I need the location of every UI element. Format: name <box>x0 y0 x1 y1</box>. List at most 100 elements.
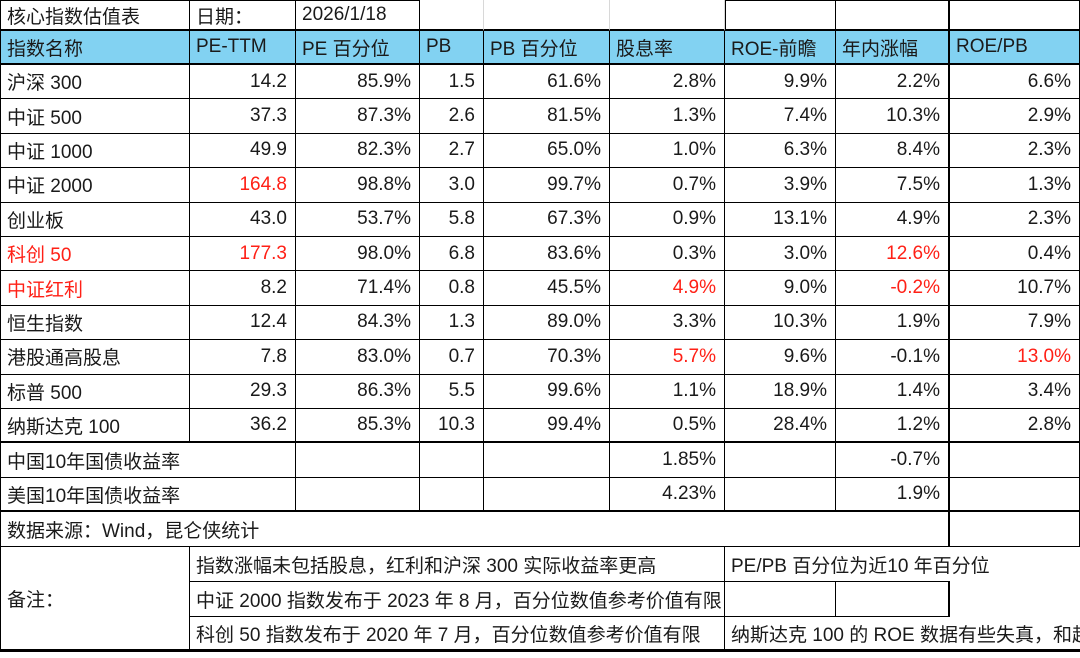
index-name-cell[interactable]: 中证红利 <box>0 271 190 306</box>
value-cell[interactable]: 12.6% <box>836 236 950 272</box>
value-cell[interactable]: 3.9% <box>725 168 836 203</box>
value-cell[interactable]: 10.3 <box>420 408 484 444</box>
value-cell[interactable]: 7.4% <box>725 99 836 134</box>
value-cell[interactable]: 5.8 <box>420 202 484 237</box>
empty-cell[interactable] <box>484 443 610 478</box>
value-cell[interactable]: 0.8 <box>420 271 484 306</box>
value-cell[interactable]: 43.0 <box>190 202 296 237</box>
value-cell[interactable]: 2.8% <box>950 408 1080 444</box>
note-cell[interactable]: 指数涨幅未包括股息，红利和沪深 300 实际收益率更高 <box>190 547 725 583</box>
empty-cell[interactable] <box>420 0 484 31</box>
empty-cell[interactable] <box>610 0 725 31</box>
date-label-cell[interactable]: 日期： <box>190 0 296 31</box>
value-cell[interactable]: 83.0% <box>296 340 420 375</box>
empty-cell[interactable] <box>296 477 420 513</box>
bond-yield-cell[interactable]: 4.23% <box>610 477 725 513</box>
value-cell[interactable]: 14.2 <box>190 65 296 100</box>
value-cell[interactable]: 1.2% <box>836 408 950 444</box>
empty-cell[interactable] <box>836 582 950 618</box>
value-cell[interactable]: 84.3% <box>296 305 420 341</box>
value-cell[interactable]: 10.3% <box>836 99 950 134</box>
column-header[interactable]: 年内涨幅 <box>836 31 950 65</box>
empty-cell[interactable] <box>725 477 836 513</box>
empty-cell[interactable] <box>950 477 1080 513</box>
data-source-cell[interactable]: 数据来源：Wind，昆仑侠统计 <box>0 512 950 548</box>
value-cell[interactable]: 98.8% <box>296 168 420 203</box>
value-cell[interactable]: 0.7% <box>610 168 725 203</box>
value-cell[interactable]: 9.0% <box>725 271 836 306</box>
value-cell[interactable]: 0.3% <box>610 236 725 272</box>
value-cell[interactable]: 1.3% <box>610 99 725 134</box>
empty-cell[interactable] <box>484 0 610 31</box>
value-cell[interactable]: 0.5% <box>610 408 725 444</box>
value-cell[interactable]: 67.3% <box>484 202 610 237</box>
value-cell[interactable]: 10.7% <box>950 271 1080 306</box>
value-cell[interactable]: 89.0% <box>484 305 610 341</box>
empty-cell[interactable] <box>484 477 610 513</box>
value-cell[interactable]: 70.3% <box>484 340 610 375</box>
value-cell[interactable]: 0.4% <box>950 236 1080 272</box>
column-header[interactable]: PB 百分位 <box>484 31 610 65</box>
value-cell[interactable]: 53.7% <box>296 202 420 237</box>
value-cell[interactable]: 1.9% <box>836 305 950 341</box>
index-name-cell[interactable]: 沪深 300 <box>0 65 190 100</box>
value-cell[interactable]: 85.3% <box>296 408 420 444</box>
index-name-cell[interactable]: 中证 2000 <box>0 168 190 203</box>
value-cell[interactable]: 86.3% <box>296 374 420 409</box>
value-cell[interactable]: 2.2% <box>836 65 950 100</box>
value-cell[interactable]: 13.0% <box>950 340 1080 375</box>
value-cell[interactable]: 36.2 <box>190 408 296 444</box>
value-cell[interactable]: 5.7% <box>610 340 725 375</box>
empty-cell[interactable] <box>950 443 1080 478</box>
value-cell[interactable]: 5.5 <box>420 374 484 409</box>
bond-ytd-cell[interactable]: 1.9% <box>836 477 950 513</box>
value-cell[interactable]: 2.7 <box>420 133 484 169</box>
note-cell[interactable]: 纳斯达克 100 的 ROE 数据有些失真，和超 <box>725 617 1080 653</box>
note-cell[interactable]: PE/PB 百分位为近10 年百分位 <box>725 547 990 583</box>
note-cell[interactable]: 中证 2000 指数发布于 2023 年 8 月，百分位数值参考价值有限 <box>190 582 725 618</box>
value-cell[interactable]: 1.4% <box>836 374 950 409</box>
value-cell[interactable]: 4.9% <box>610 271 725 306</box>
value-cell[interactable]: 4.9% <box>836 202 950 237</box>
empty-cell[interactable] <box>420 443 484 478</box>
date-value-cell[interactable]: 2026/1/18 <box>296 0 420 31</box>
value-cell[interactable]: 99.7% <box>484 168 610 203</box>
value-cell[interactable]: 12.4 <box>190 305 296 341</box>
value-cell[interactable]: 9.9% <box>725 65 836 100</box>
bond-row-name[interactable]: 美国10年国债收益率 <box>0 477 296 513</box>
value-cell[interactable]: 18.9% <box>725 374 836 409</box>
value-cell[interactable]: 81.5% <box>484 99 610 134</box>
value-cell[interactable]: 7.8 <box>190 340 296 375</box>
value-cell[interactable]: 2.3% <box>950 133 1080 169</box>
empty-cell[interactable] <box>420 477 484 513</box>
value-cell[interactable]: 61.6% <box>484 65 610 100</box>
value-cell[interactable]: 1.0% <box>610 133 725 169</box>
empty-cell[interactable] <box>836 0 950 31</box>
value-cell[interactable]: 177.3 <box>190 236 296 272</box>
bond-ytd-cell[interactable]: -0.7% <box>836 443 950 478</box>
value-cell[interactable]: 7.5% <box>836 168 950 203</box>
value-cell[interactable]: 6.6% <box>950 65 1080 100</box>
value-cell[interactable]: 7.9% <box>950 305 1080 341</box>
value-cell[interactable]: 3.3% <box>610 305 725 341</box>
value-cell[interactable]: 1.3 <box>420 305 484 341</box>
index-name-cell[interactable]: 创业板 <box>0 202 190 237</box>
value-cell[interactable]: -0.1% <box>836 340 950 375</box>
empty-cell[interactable] <box>950 512 1080 548</box>
value-cell[interactable]: 45.5% <box>484 271 610 306</box>
value-cell[interactable]: 49.9 <box>190 133 296 169</box>
value-cell[interactable]: 2.3% <box>950 202 1080 237</box>
index-name-cell[interactable]: 科创 50 <box>0 236 190 272</box>
column-header[interactable]: PE 百分位 <box>296 31 420 65</box>
value-cell[interactable]: 0.9% <box>610 202 725 237</box>
value-cell[interactable]: 6.8 <box>420 236 484 272</box>
value-cell[interactable]: 99.6% <box>484 374 610 409</box>
value-cell[interactable]: -0.2% <box>836 271 950 306</box>
column-header[interactable]: ROE-前瞻 <box>725 31 836 65</box>
value-cell[interactable]: 29.3 <box>190 374 296 409</box>
notes-label-cell[interactable]: 备注： <box>0 547 190 653</box>
empty-cell[interactable] <box>725 0 836 31</box>
value-cell[interactable]: 71.4% <box>296 271 420 306</box>
index-name-cell[interactable]: 中证 500 <box>0 99 190 134</box>
value-cell[interactable]: 99.4% <box>484 408 610 444</box>
